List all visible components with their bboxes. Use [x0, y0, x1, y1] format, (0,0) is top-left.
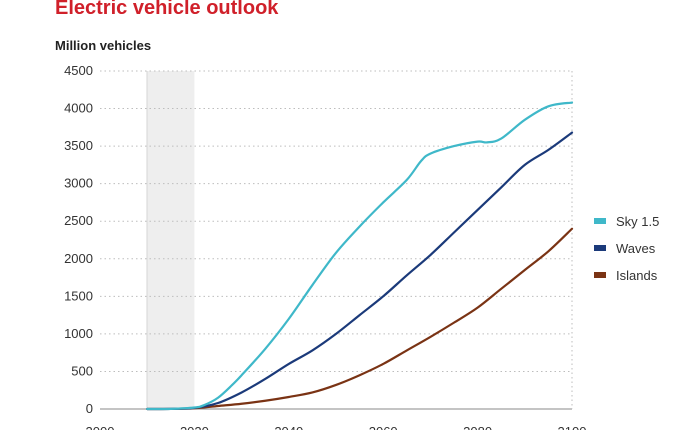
legend-label-waves: Waves — [616, 241, 656, 256]
y-tick-label: 3500 — [64, 138, 93, 153]
x-tick-labels: 2000 2020 2040 2060 2080 2100 — [86, 424, 587, 430]
x-tick-label: 2080 — [463, 424, 492, 430]
series-line-islands — [146, 227, 574, 411]
historical-shaded-region — [147, 71, 195, 409]
y-tick-label: 0 — [86, 401, 93, 416]
y-tick-label: 1000 — [64, 326, 93, 341]
x-tick-label: 2000 — [86, 424, 115, 430]
legend-swatch-sky-1-5 — [594, 218, 606, 224]
y-tick-label: 2000 — [64, 251, 93, 266]
y-tick-labels: 0 500 1000 1500 2000 2500 3000 3500 4000 4500 — [64, 63, 93, 416]
x-tick-label: 2040 — [274, 424, 303, 430]
series-line-waves — [146, 131, 574, 411]
legend: Sky 1.5 Waves Islands — [594, 214, 659, 283]
gridlines — [100, 70, 573, 409]
y-tick-label: 4000 — [64, 101, 93, 116]
y-tick-label: 2500 — [64, 213, 93, 228]
legend-label-islands: Islands — [616, 268, 658, 283]
x-tick-label: 2100 — [558, 424, 587, 430]
x-tick-label: 2020 — [180, 424, 209, 430]
legend-label-sky-1-5: Sky 1.5 — [616, 214, 659, 229]
series-lines — [146, 101, 574, 411]
y-tick-label: 500 — [71, 363, 93, 378]
series-line-sky-1-5 — [146, 101, 574, 411]
y-tick-label: 4500 — [64, 63, 93, 78]
x-tick-label: 2060 — [369, 424, 398, 430]
legend-swatch-islands — [594, 272, 606, 278]
legend-swatch-waves — [594, 245, 606, 251]
y-axis-label: Million vehicles — [55, 38, 151, 53]
chart-title: Electric vehicle outlook — [55, 0, 279, 19]
y-tick-label: 1500 — [64, 288, 93, 303]
y-tick-label: 3000 — [64, 176, 93, 191]
